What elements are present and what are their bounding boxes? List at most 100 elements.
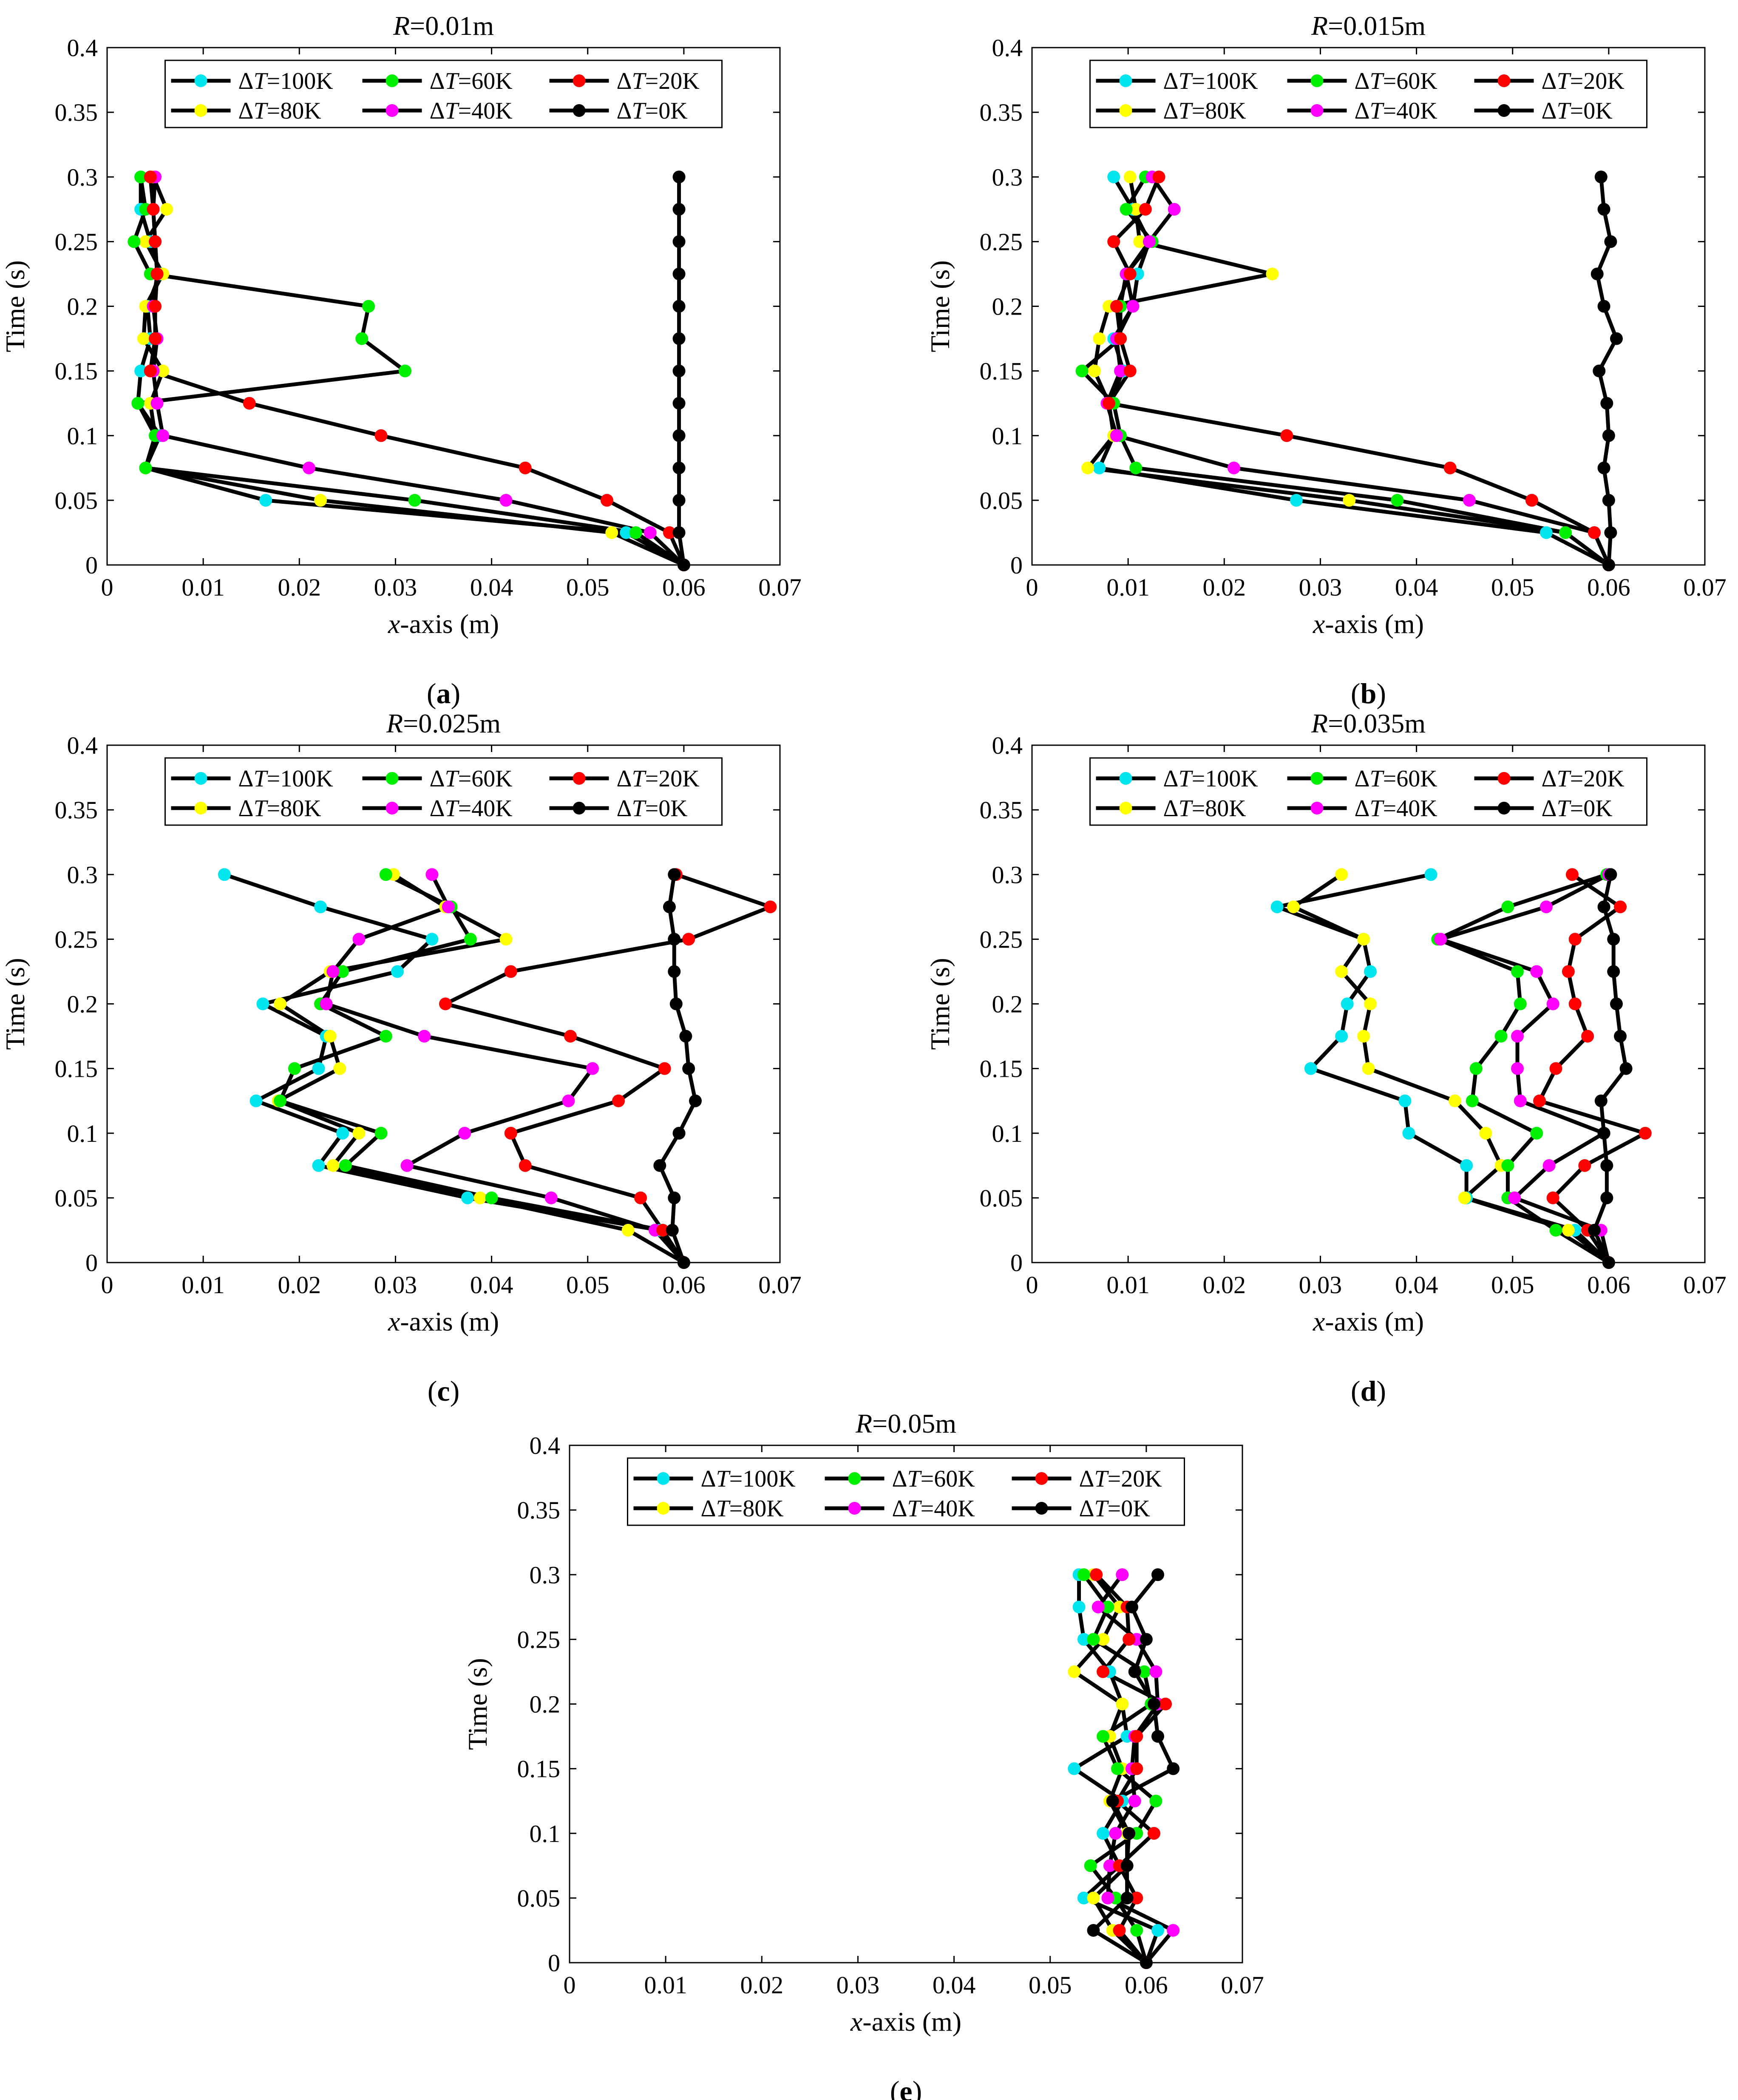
data-point	[1151, 1924, 1164, 1937]
legend-box	[164, 757, 723, 826]
data-point	[1604, 235, 1617, 248]
data-point	[1125, 1601, 1138, 1614]
data-point	[1075, 364, 1089, 377]
x-tick-label: 0.03	[1299, 1271, 1342, 1299]
legend-marker	[657, 1502, 670, 1515]
data-point	[666, 1223, 679, 1237]
data-point	[1540, 526, 1553, 539]
data-point	[355, 332, 369, 345]
data-point	[621, 1223, 635, 1237]
y-tick-label: 0.3	[67, 861, 98, 888]
data-point	[1501, 900, 1514, 914]
data-point	[1508, 1191, 1521, 1204]
data-point	[1341, 997, 1354, 1010]
data-point	[250, 1094, 263, 1107]
data-point	[1227, 461, 1240, 474]
data-point	[1110, 300, 1123, 313]
data-point	[1093, 332, 1106, 345]
y-tick-label: 0.4	[992, 34, 1023, 62]
data-point	[1304, 1062, 1317, 1075]
data-point	[150, 397, 164, 410]
y-tick-label: 0.05	[55, 487, 98, 514]
data-point	[1159, 1697, 1172, 1711]
data-point	[336, 1127, 349, 1140]
data-point	[1335, 965, 1348, 978]
x-tick-label: 0.02	[278, 1271, 321, 1299]
legend-entry-label: ΔT=0K	[1542, 795, 1613, 822]
data-point	[1068, 1665, 1081, 1678]
x-tick-label: 0.04	[1395, 573, 1438, 601]
legend-entry-label: ΔT=100K	[238, 68, 333, 94]
x-tick-label: 0.05	[566, 573, 610, 601]
y-tick-label: 0.3	[992, 861, 1023, 888]
legend-entry-label: ΔT=60K	[430, 766, 513, 792]
data-point	[1639, 1127, 1652, 1140]
chart-title: R=0.025m	[386, 708, 501, 738]
data-point	[682, 933, 695, 946]
legend-box	[1089, 757, 1647, 826]
y-tick-label: 0.4	[530, 1432, 561, 1459]
data-point	[156, 364, 170, 377]
data-point	[1114, 364, 1127, 377]
legend-marker	[1497, 104, 1511, 117]
chart-title: R=0.05m	[855, 1408, 956, 1439]
subfigure-label: (c)	[428, 1375, 460, 1407]
y-tick-label: 0.2	[992, 990, 1023, 1018]
data-point	[499, 933, 513, 946]
data-point	[1123, 364, 1137, 377]
legend-entry-label: ΔT=20K	[1542, 68, 1625, 94]
data-point	[1123, 1633, 1136, 1646]
data-point	[1077, 1633, 1090, 1646]
y-tick-label: 0.35	[55, 796, 98, 824]
data-point	[320, 997, 333, 1010]
y-tick-label: 0.4	[67, 34, 98, 62]
data-point	[1270, 900, 1284, 914]
y-tick-label: 0.15	[980, 1055, 1023, 1083]
data-point	[1619, 1062, 1633, 1075]
data-point	[1591, 267, 1604, 281]
data-point	[323, 1030, 337, 1043]
x-tick-label: 0.07	[1221, 1971, 1264, 1999]
data-point	[1514, 997, 1527, 1010]
data-point	[1546, 1191, 1559, 1204]
chart-title: R=0.035m	[1311, 708, 1426, 738]
data-point	[1084, 1859, 1097, 1872]
data-point	[653, 1159, 666, 1172]
data-point	[1130, 1924, 1143, 1937]
data-point	[1511, 965, 1524, 978]
data-point	[672, 526, 686, 539]
data-point	[1280, 429, 1293, 442]
y-tick-label: 0.05	[55, 1184, 98, 1212]
x-tick-label: 0.03	[836, 1971, 880, 1999]
legend-marker	[573, 772, 586, 785]
legend-marker	[1310, 802, 1324, 814]
legend-entry-label: ΔT=20K	[617, 766, 700, 792]
data-point	[1511, 1030, 1524, 1043]
data-point	[1362, 1062, 1375, 1075]
data-point	[485, 1191, 498, 1204]
x-tick-label: 0.04	[1395, 1271, 1438, 1299]
x-tick-label: 0.02	[740, 1971, 784, 1999]
data-point	[274, 997, 287, 1010]
legend-box	[627, 1457, 1185, 1526]
data-point	[586, 1062, 599, 1075]
data-point	[1077, 1891, 1090, 1904]
y-tick-label: 0.35	[980, 99, 1023, 126]
x-tick-label: 0.05	[1491, 1271, 1534, 1299]
data-point	[1109, 1827, 1122, 1840]
x-tick-label: 0.01	[181, 1271, 225, 1299]
data-point	[1120, 1891, 1134, 1904]
y-tick-label: 0.1	[67, 422, 98, 450]
data-point	[499, 494, 513, 507]
data-point	[1549, 1223, 1562, 1237]
legend-entry-label: ΔT=60K	[430, 68, 513, 94]
legend-marker	[1310, 104, 1324, 117]
data-point	[1149, 1665, 1162, 1678]
x-tick-label: 0.07	[758, 573, 802, 601]
data-point	[473, 1191, 487, 1204]
data-point	[1151, 1730, 1164, 1743]
data-point	[1562, 965, 1575, 978]
y-tick-label: 0.05	[517, 1884, 561, 1912]
